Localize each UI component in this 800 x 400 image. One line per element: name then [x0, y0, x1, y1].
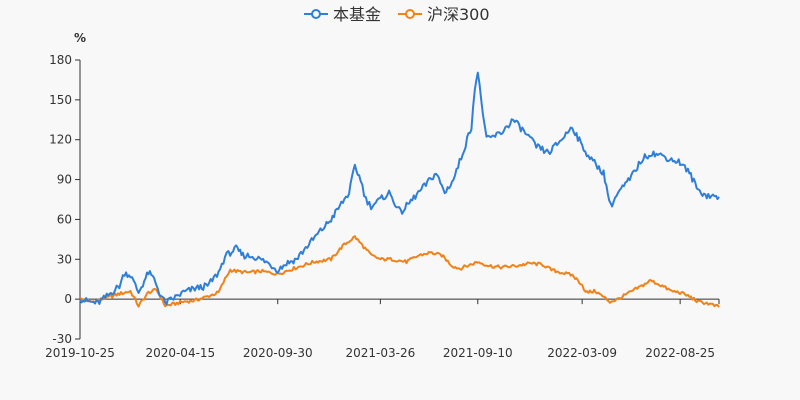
legend-index-marker	[405, 9, 415, 19]
legend-fund-label: 本基金	[333, 5, 381, 24]
series-layer	[79, 71, 720, 308]
x-tick-label: 2021-09-10	[443, 346, 513, 360]
y-tick-label: 0	[64, 292, 72, 306]
x-tick-label: 2020-09-30	[243, 346, 313, 360]
legend-item-index[interactable]: 沪深300	[398, 5, 490, 24]
y-tick-label: 120	[49, 133, 72, 147]
x-tick-label: 2021-03-26	[345, 346, 415, 360]
x-tick-label: 2019-10-25	[45, 346, 115, 360]
x-tick-label: 2020-04-15	[145, 346, 215, 360]
fund-series-line	[79, 71, 720, 306]
x-tick-label: 2022-08-25	[645, 346, 715, 360]
axes: -30 0 30 60 90 120 150 180 2019-10-25 2020-04-15 2…	[45, 53, 720, 360]
y-tick-label: 180	[49, 53, 72, 67]
legend-fund-marker	[311, 9, 321, 19]
legend-item-fund[interactable]: 本基金	[304, 5, 381, 24]
legend-index-label: 沪深300	[427, 5, 490, 24]
y-tick-label: 30	[57, 252, 72, 266]
y-tick-label: 150	[49, 93, 72, 107]
y-tick-label: -30	[52, 332, 72, 346]
legend[interactable]: 本基金 沪深300	[304, 5, 490, 24]
x-tick-label: 2022-03-09	[547, 346, 617, 360]
y-axis-unit: %	[74, 31, 86, 45]
index-series-line	[79, 235, 720, 308]
y-tick-label: 90	[57, 173, 72, 187]
y-tick-label: 60	[57, 212, 72, 226]
